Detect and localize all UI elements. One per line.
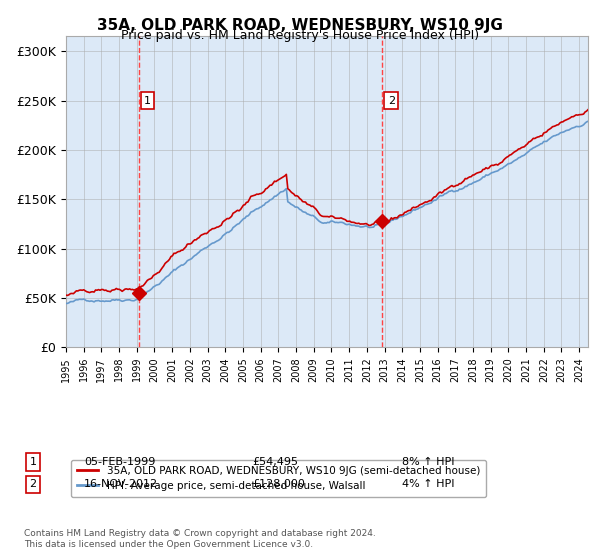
Bar [139,36,382,347]
Legend: 35A, OLD PARK ROAD, WEDNESBURY, WS10 9JG (semi-detached house), HPI: Average pri: 35A, OLD PARK ROAD, WEDNESBURY, WS10 9JG… [71,460,486,497]
Text: 35A, OLD PARK ROAD, WEDNESBURY, WS10 9JG: 35A, OLD PARK ROAD, WEDNESBURY, WS10 9JG [97,18,503,33]
Text: £128,000: £128,000 [252,479,305,489]
Text: 16-NOV-2012: 16-NOV-2012 [84,479,158,489]
Text: 1: 1 [144,96,151,105]
Text: Price paid vs. HM Land Registry's House Price Index (HPI): Price paid vs. HM Land Registry's House … [121,29,479,42]
Text: 05-FEB-1999: 05-FEB-1999 [84,457,155,467]
Text: 2: 2 [29,479,37,489]
Text: £54,495: £54,495 [252,457,298,467]
Text: 8% ↑ HPI: 8% ↑ HPI [402,457,455,467]
Text: 1: 1 [29,457,37,467]
Text: 2: 2 [388,96,395,105]
Text: 4% ↑ HPI: 4% ↑ HPI [402,479,455,489]
Text: Contains HM Land Registry data © Crown copyright and database right 2024.
This d: Contains HM Land Registry data © Crown c… [24,529,376,549]
